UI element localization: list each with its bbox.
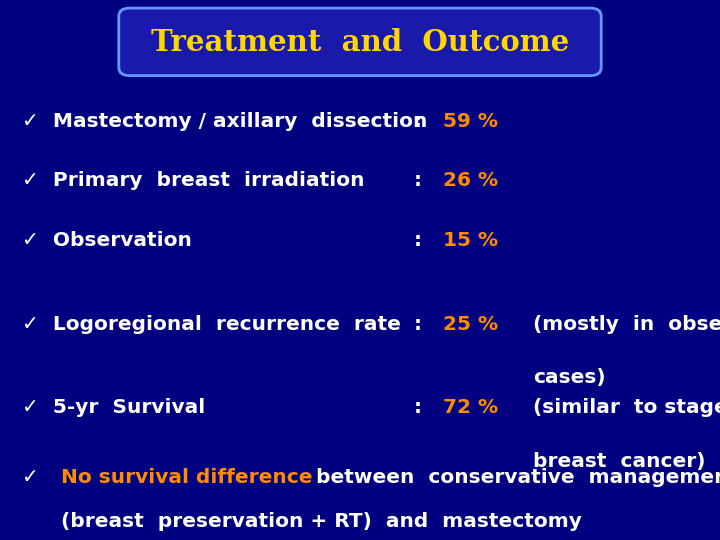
Text: :: :: [414, 231, 422, 250]
Text: (mostly  in  observation: (mostly in observation: [533, 314, 720, 334]
Text: :: :: [414, 171, 422, 191]
Text: between  conservative  management: between conservative management: [302, 468, 720, 488]
FancyBboxPatch shape: [119, 8, 601, 76]
Text: ✓: ✓: [22, 468, 53, 488]
Text: cases): cases): [533, 368, 606, 388]
Text: :: :: [414, 112, 422, 131]
Text: 15 %: 15 %: [443, 231, 498, 250]
Text: ✓  Observation: ✓ Observation: [22, 231, 192, 250]
Text: (breast  preservation + RT)  and  mastectomy: (breast preservation + RT) and mastectom…: [61, 511, 582, 531]
Text: :: :: [414, 314, 422, 334]
Text: :: :: [414, 398, 422, 417]
Text: 59 %: 59 %: [443, 112, 498, 131]
Text: No survival difference: No survival difference: [61, 468, 312, 488]
Text: breast  cancer): breast cancer): [533, 452, 706, 471]
Text: (similar  to stage  II-III: (similar to stage II-III: [533, 398, 720, 417]
Text: ✓  Logoregional  recurrence  rate: ✓ Logoregional recurrence rate: [22, 314, 400, 334]
Text: 72 %: 72 %: [443, 398, 498, 417]
Text: 26 %: 26 %: [443, 171, 498, 191]
Text: ✓  5-yr  Survival: ✓ 5-yr Survival: [22, 398, 205, 417]
Text: 25 %: 25 %: [443, 314, 498, 334]
Text: ✓  Mastectomy / axillary  dissection: ✓ Mastectomy / axillary dissection: [22, 112, 427, 131]
Text: ✓  Primary  breast  irradiation: ✓ Primary breast irradiation: [22, 171, 364, 191]
Text: Treatment  and  Outcome: Treatment and Outcome: [151, 28, 569, 57]
